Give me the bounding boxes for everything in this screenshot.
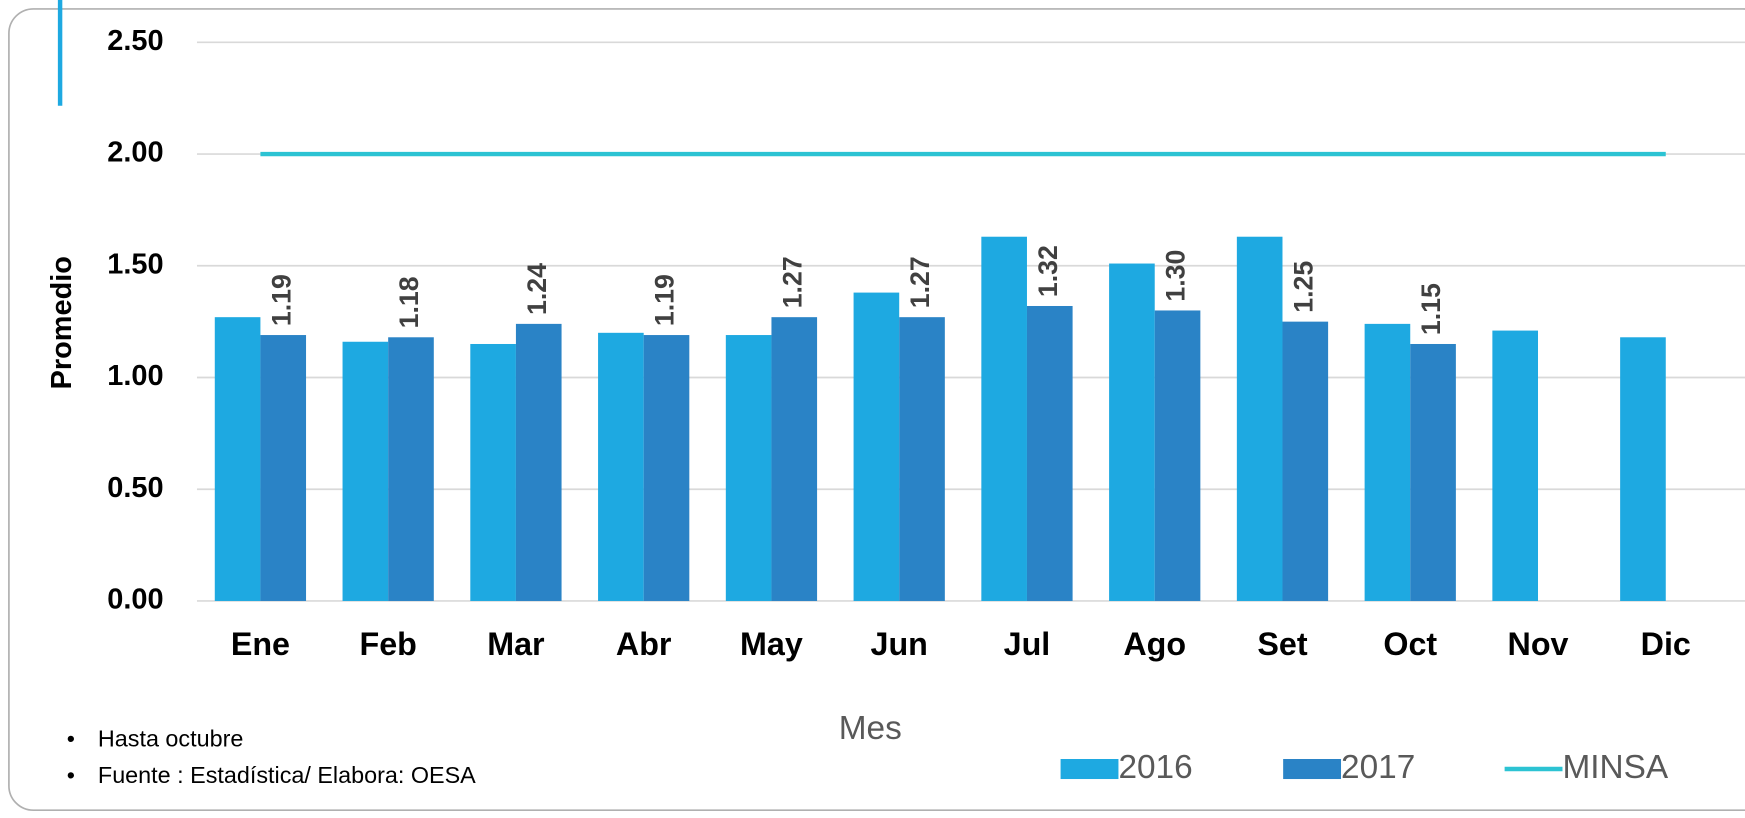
y-tick-label: 1.00: [107, 360, 163, 392]
x-tick-label: Nov: [1508, 626, 1569, 662]
value-label: 1.32: [1033, 245, 1063, 297]
y-tick-label: 0.00: [107, 584, 163, 616]
y-tick-label: 0.50: [107, 472, 163, 504]
x-tick-label: Ene: [231, 626, 290, 662]
bar: [1620, 337, 1666, 601]
value-label: 1.15: [1416, 283, 1446, 335]
note: Fuente : Estadística/ Elabora: OESA: [98, 762, 476, 788]
x-tick-label: Mar: [487, 626, 545, 662]
value-label: 1.27: [777, 256, 807, 308]
note-bullet: •: [67, 725, 75, 751]
bar: [470, 343, 516, 601]
bar: [981, 236, 1027, 601]
bar: [1364, 323, 1411, 601]
bar: [260, 335, 307, 601]
x-tick-label: Set: [1257, 626, 1307, 662]
x-tick-label: Jul: [1004, 626, 1051, 662]
bar: [1026, 305, 1073, 601]
legend-swatch: [1283, 759, 1342, 780]
x-tick-label: Abr: [616, 626, 672, 662]
bar: [515, 323, 562, 601]
bar: [725, 335, 772, 601]
bar: [1492, 330, 1539, 601]
bar: [853, 292, 900, 601]
frame: [8, 8, 1745, 812]
note-bullet: •: [67, 762, 75, 788]
x-tick-label: Feb: [359, 626, 416, 662]
legend-label: 2016: [1118, 749, 1192, 786]
legend-label: MINSA: [1562, 749, 1668, 786]
bar: [1410, 343, 1456, 601]
x-tick-label: Dic: [1641, 626, 1691, 662]
bar: [899, 317, 945, 601]
legend-label: 2017: [1341, 749, 1415, 786]
bar: [214, 317, 261, 601]
x-tick-label: Jun: [871, 626, 928, 662]
bar: [1154, 310, 1201, 601]
legend-swatch: [1060, 759, 1119, 780]
bar: [1109, 263, 1155, 601]
bar: [643, 335, 690, 601]
bar: [1282, 321, 1329, 601]
bar: [598, 332, 644, 601]
bar: [1236, 236, 1283, 601]
bar: [388, 337, 434, 601]
y-tick-label: 2.00: [107, 137, 163, 169]
x-tick-label: May: [740, 626, 803, 662]
bar: [771, 317, 818, 601]
note: Hasta octubre: [98, 725, 243, 751]
value-label: 1.25: [1288, 261, 1318, 313]
value-label: 1.24: [522, 263, 552, 315]
value-label: 1.19: [266, 274, 296, 326]
x-axis-title: Mes: [839, 710, 902, 747]
value-label: 1.27: [905, 256, 935, 308]
value-label: 1.19: [650, 274, 680, 326]
y-tick-label: 2.50: [107, 25, 163, 57]
value-label: 1.30: [1161, 250, 1191, 302]
value-label: 1.18: [394, 276, 424, 328]
y-tick-label: 1.50: [107, 248, 163, 280]
y-axis-title: Promedio: [46, 256, 78, 389]
x-tick-label: Oct: [1383, 626, 1437, 662]
x-tick-label: Ago: [1123, 626, 1186, 662]
bar: [342, 341, 389, 601]
